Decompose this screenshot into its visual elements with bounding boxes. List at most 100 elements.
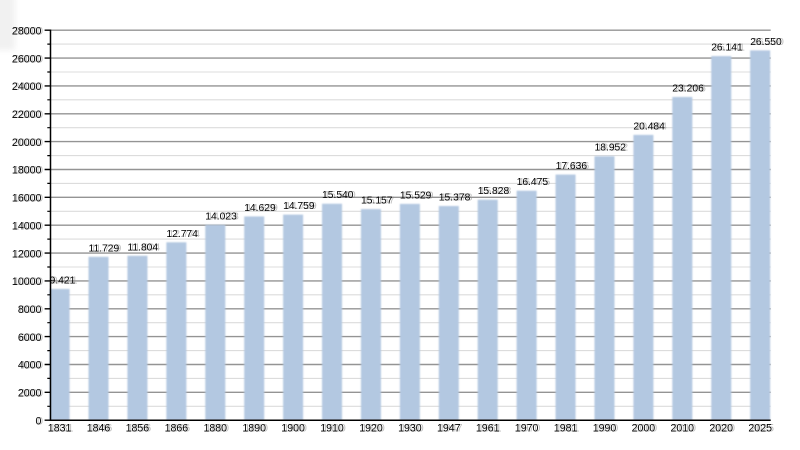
svg-text:1846: 1846 (87, 423, 111, 435)
svg-text:2000: 2000 (632, 423, 656, 435)
svg-text:0: 0 (35, 415, 41, 427)
svg-text:1981: 1981 (556, 423, 580, 435)
svg-text:1947: 1947 (437, 423, 461, 435)
svg-text:6000: 6000 (19, 332, 43, 344)
svg-text:12000: 12000 (14, 248, 44, 260)
svg-text:1900: 1900 (283, 423, 307, 435)
svg-text:16.475: 16.475 (517, 177, 549, 188)
svg-text:14.629: 14.629 (246, 203, 278, 214)
svg-text:11.729: 11.729 (89, 243, 120, 254)
svg-text:15.540: 15.540 (322, 190, 354, 201)
svg-text:2010: 2010 (673, 423, 697, 435)
svg-text:1990: 1990 (593, 423, 617, 435)
svg-text:14.023: 14.023 (205, 211, 237, 222)
svg-text:1846: 1846 (89, 423, 113, 435)
svg-text:26.141: 26.141 (711, 43, 743, 54)
svg-text:12.774: 12.774 (169, 229, 201, 240)
svg-text:26.141: 26.141 (713, 43, 745, 54)
svg-text:4000: 4000 (19, 360, 43, 372)
svg-text:1970: 1970 (517, 423, 541, 435)
svg-text:1910: 1910 (320, 423, 344, 435)
svg-text:22000: 22000 (14, 109, 44, 121)
svg-text:1831: 1831 (50, 423, 74, 435)
svg-text:0: 0 (37, 415, 43, 427)
svg-text:26000: 26000 (14, 53, 44, 65)
svg-text:20.484: 20.484 (636, 121, 668, 132)
svg-text:24000: 24000 (12, 81, 42, 93)
svg-text:2000: 2000 (634, 423, 658, 435)
svg-text:18000: 18000 (12, 165, 42, 177)
svg-text:1930: 1930 (398, 423, 422, 435)
svg-text:2020: 2020 (711, 423, 735, 435)
svg-text:28000: 28000 (12, 25, 42, 37)
svg-text:1947: 1947 (439, 423, 463, 435)
svg-text:4000: 4000 (18, 360, 42, 372)
svg-text:6000: 6000 (18, 332, 42, 344)
svg-text:26000: 26000 (12, 53, 42, 65)
svg-text:26.550: 26.550 (752, 37, 784, 48)
svg-text:1880: 1880 (206, 423, 230, 435)
svg-text:1856: 1856 (128, 423, 152, 435)
svg-text:2025: 2025 (748, 423, 772, 435)
svg-text:22000: 22000 (12, 109, 42, 121)
svg-text:24000: 24000 (14, 81, 44, 93)
svg-text:1890: 1890 (242, 423, 266, 435)
svg-text:11.729: 11.729 (91, 243, 122, 254)
svg-text:20.484: 20.484 (633, 121, 665, 132)
svg-text:9.421: 9.421 (50, 276, 76, 287)
svg-text:14000: 14000 (14, 220, 44, 232)
svg-text:1961: 1961 (476, 423, 500, 435)
svg-text:1970: 1970 (515, 423, 539, 435)
svg-text:10000: 10000 (12, 276, 42, 288)
svg-text:18.952: 18.952 (597, 143, 629, 154)
svg-text:1831: 1831 (48, 423, 72, 435)
svg-text:17.636: 17.636 (556, 161, 588, 172)
svg-text:12000: 12000 (12, 248, 42, 260)
svg-text:1866: 1866 (165, 423, 189, 435)
svg-text:1990: 1990 (595, 423, 619, 435)
svg-text:18.952: 18.952 (595, 143, 627, 154)
svg-text:1866: 1866 (167, 423, 191, 435)
svg-text:23.206: 23.206 (672, 84, 704, 95)
svg-text:14.023: 14.023 (207, 211, 239, 222)
svg-text:8000: 8000 (18, 304, 42, 316)
svg-text:2025: 2025 (750, 423, 774, 435)
svg-text:11.804: 11.804 (127, 242, 158, 253)
svg-text:16000: 16000 (12, 193, 42, 205)
svg-text:14000: 14000 (12, 220, 42, 232)
svg-text:14.759: 14.759 (283, 201, 315, 212)
svg-text:2020: 2020 (709, 423, 733, 435)
svg-text:10000: 10000 (14, 276, 44, 288)
svg-text:2000: 2000 (18, 388, 42, 400)
svg-text:15.529: 15.529 (402, 190, 434, 201)
svg-text:1920: 1920 (361, 423, 385, 435)
svg-text:2000: 2000 (19, 388, 43, 400)
svg-text:2010: 2010 (671, 423, 695, 435)
svg-text:16.475: 16.475 (519, 177, 551, 188)
svg-text:26.550: 26.550 (750, 37, 782, 48)
svg-text:1961: 1961 (478, 423, 502, 435)
svg-text:28000: 28000 (14, 25, 44, 37)
svg-text:15.529: 15.529 (400, 190, 432, 201)
svg-text:1890: 1890 (244, 423, 268, 435)
svg-text:23.206: 23.206 (674, 84, 706, 95)
svg-text:9.421: 9.421 (52, 276, 78, 287)
svg-text:1920: 1920 (359, 423, 383, 435)
svg-text:15.540: 15.540 (324, 190, 356, 201)
svg-text:1856: 1856 (126, 423, 150, 435)
svg-text:15.378: 15.378 (441, 193, 473, 204)
svg-text:17.636: 17.636 (558, 161, 590, 172)
svg-text:15.828: 15.828 (478, 186, 510, 197)
svg-text:14.629: 14.629 (244, 203, 276, 214)
svg-text:16000: 16000 (14, 193, 44, 205)
svg-text:15.378: 15.378 (439, 193, 471, 204)
svg-text:20000: 20000 (12, 137, 42, 149)
svg-text:1930: 1930 (400, 423, 424, 435)
svg-text:15.157: 15.157 (361, 196, 393, 207)
svg-text:1910: 1910 (322, 423, 346, 435)
svg-text:1981: 1981 (554, 423, 578, 435)
svg-text:1900: 1900 (281, 423, 305, 435)
svg-text:18000: 18000 (14, 165, 44, 177)
svg-text:14.759: 14.759 (285, 201, 317, 212)
svg-text:15.157: 15.157 (363, 196, 395, 207)
